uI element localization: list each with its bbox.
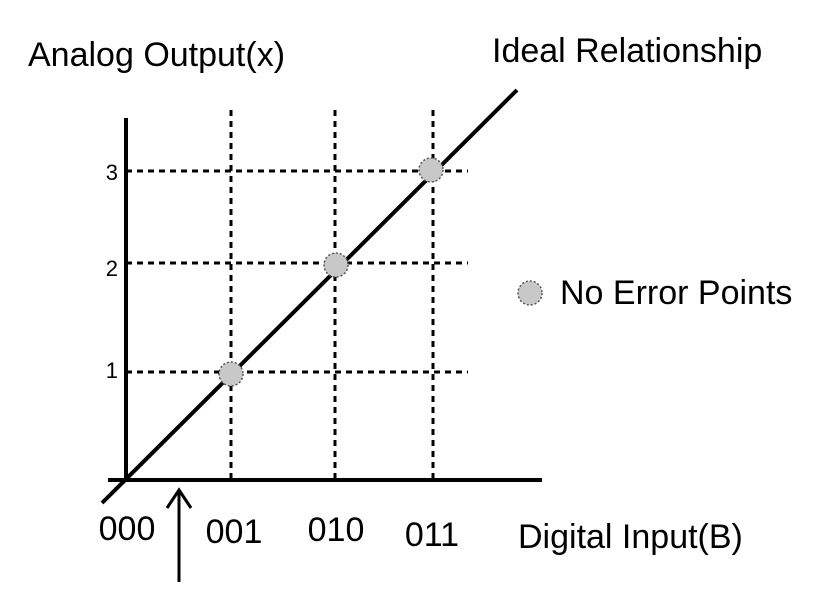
ideal-relationship-label: Ideal Relationship — [492, 32, 762, 70]
y-axis-title: Analog Output(x) — [28, 36, 285, 74]
y-tick-label-3: 3 — [106, 160, 118, 185]
x-axis-title: Digital Input(B) — [518, 518, 743, 556]
x-tick-label-011: 011 — [405, 516, 459, 554]
legend-marker — [517, 280, 543, 306]
y-tick-label-1: 1 — [106, 358, 118, 383]
ideal-relationship-line — [100, 88, 519, 505]
x-tick-label-001: 001 — [206, 513, 263, 551]
x-tick-label-000: 000 — [99, 510, 156, 548]
y-tick-label-2: 2 — [106, 256, 118, 281]
no-error-point-001 — [218, 361, 244, 387]
no-error-point-010 — [323, 252, 349, 278]
legend-label: No Error Points — [560, 274, 792, 312]
up-arrow-icon — [165, 487, 193, 582]
x-tick-label-010: 010 — [308, 511, 365, 549]
no-error-point-011 — [418, 157, 444, 183]
